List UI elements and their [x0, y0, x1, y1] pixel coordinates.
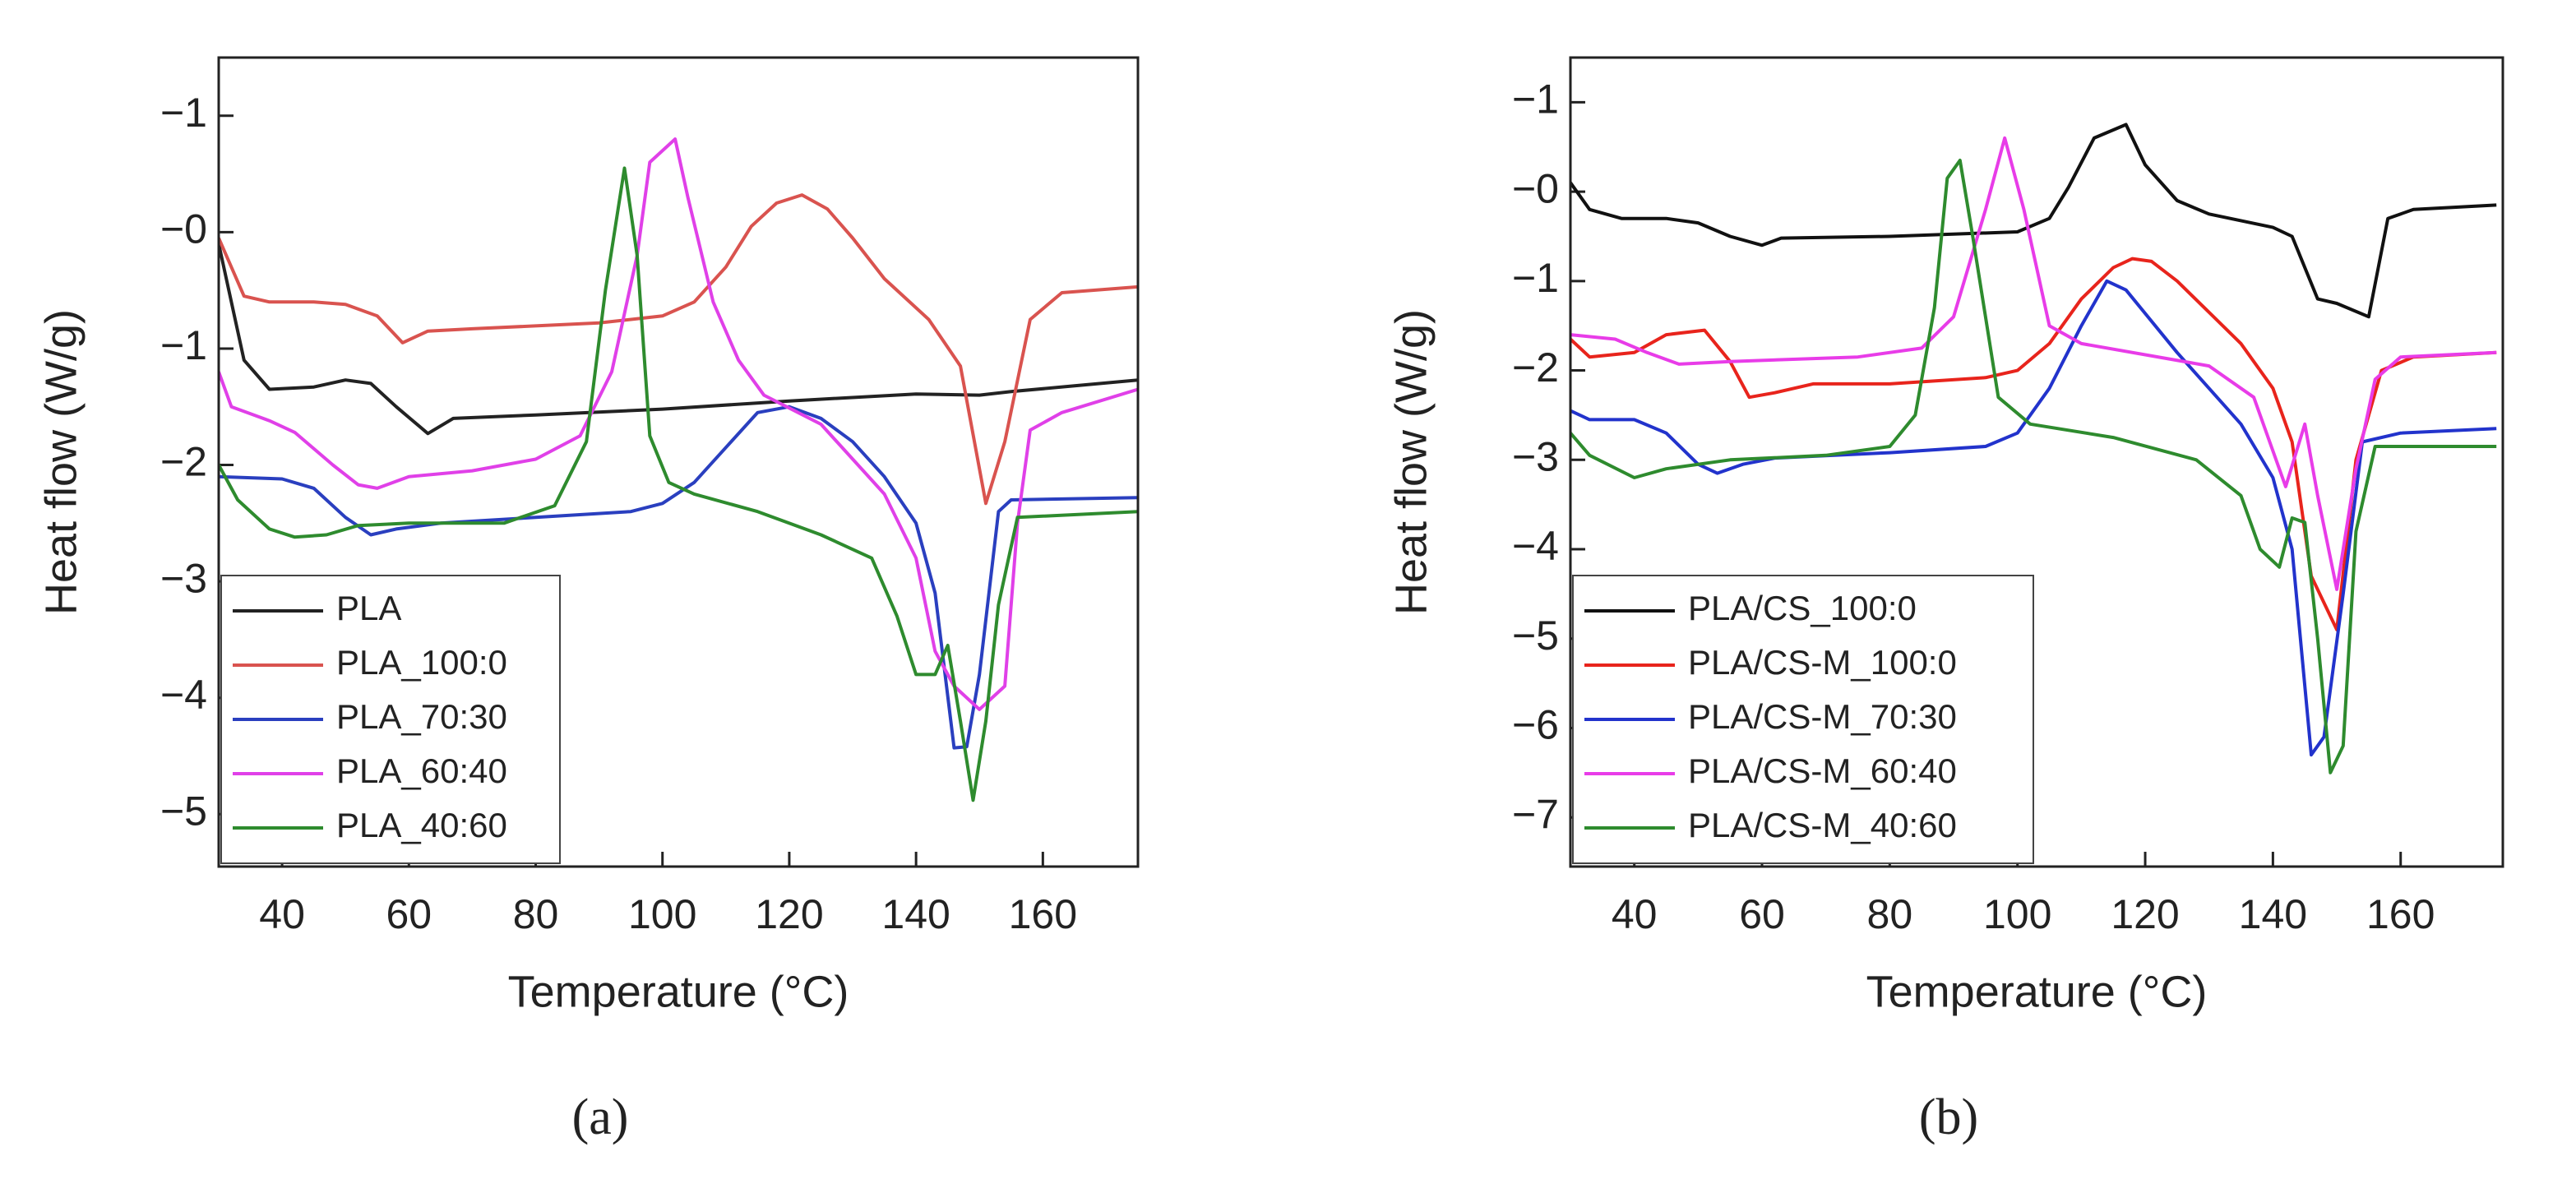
plot-frame [1569, 56, 2504, 868]
y-tick-label: −4 [160, 672, 207, 718]
y-tick-label: −5 [1512, 613, 1559, 659]
x-tick-label: 80 [513, 891, 559, 937]
y-tick-label: −0 [160, 206, 207, 252]
legend-label: PLA_70:30 [336, 697, 507, 736]
x-tick-label: 80 [1867, 891, 1913, 937]
y-tick-label: −7 [1512, 791, 1559, 837]
x-tick-label: 140 [2239, 891, 2307, 937]
legend-label: PLA_100:0 [336, 643, 507, 682]
x-tick-label: 100 [1983, 891, 2051, 937]
y-tick-label: −5 [160, 788, 207, 834]
panel-label: (b) [1919, 1089, 1978, 1145]
x-tick-label: 120 [755, 891, 823, 937]
legend-label: PLA_40:60 [336, 806, 507, 844]
data-line [1570, 257, 2497, 631]
y-axis-label: Heat flow (W/g) [36, 309, 86, 615]
x-axis-label: Temperature (°C) [508, 967, 849, 1016]
legend-label: PLA/CS-M_70:30 [1688, 697, 1957, 736]
x-tick-label: 40 [259, 891, 305, 937]
y-tick-label: −1 [1512, 76, 1559, 123]
x-tick-label: 40 [1612, 891, 1658, 937]
y-tick-label: −3 [160, 555, 207, 601]
x-tick-label: 140 [881, 891, 950, 937]
data-line [219, 137, 1138, 711]
x-tick-label: 60 [386, 891, 432, 937]
legend-label: PLA [336, 589, 401, 627]
y-tick-label: −1 [160, 322, 207, 368]
plot-frame [217, 56, 1140, 868]
x-tick-label: 160 [2366, 891, 2435, 937]
y-tick-label: −6 [1512, 702, 1559, 748]
y-tick-label: −2 [160, 439, 207, 485]
data-line [1570, 123, 2497, 319]
legend-label: PLA/CS_100:0 [1688, 589, 1917, 627]
data-line [219, 193, 1138, 506]
data-line [1570, 159, 2497, 774]
x-tick-label: 60 [1739, 891, 1785, 937]
x-tick-label: 120 [2111, 891, 2179, 937]
y-tick-label: −2 [1512, 344, 1559, 391]
x-tick-label: 100 [628, 891, 696, 937]
y-tick-label: −3 [1512, 433, 1559, 479]
y-tick-label: −4 [1512, 523, 1559, 569]
legend-label: PLA/CS-M_40:60 [1688, 806, 1957, 844]
legend-label: PLA/CS-M_100:0 [1688, 643, 1957, 682]
panel-label: (a) [572, 1089, 629, 1145]
data-line [219, 166, 1138, 802]
y-tick-label: −0 [1512, 165, 1559, 211]
data-line [1570, 136, 2497, 591]
legend-label: PLA/CS-M_60:40 [1688, 751, 1957, 790]
y-axis-label: Heat flow (W/g) [1386, 309, 1436, 615]
y-tick-label: −1 [1512, 255, 1559, 301]
data-line [219, 243, 1138, 436]
y-tick-label: −1 [160, 90, 207, 136]
x-axis-label: Temperature (°C) [1866, 967, 2208, 1016]
x-tick-label: 160 [1009, 891, 1077, 937]
legend-label: PLA_60:40 [336, 751, 507, 790]
data-line [219, 405, 1138, 750]
